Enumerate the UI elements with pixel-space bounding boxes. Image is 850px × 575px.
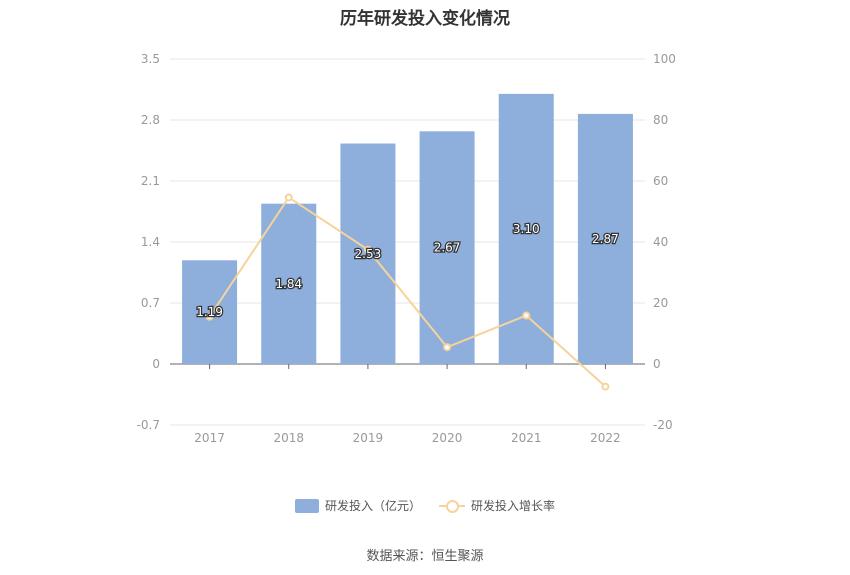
x-tick-label: 2021 [511, 431, 542, 445]
right-tick-label: 0 [653, 357, 661, 371]
right-axis-ticks: 100 80 60 40 20 0 -20 [653, 52, 676, 432]
x-axis-ticks: 2017 2018 2019 2020 2021 2022 [194, 364, 621, 445]
growth-line-series [205, 193, 610, 391]
right-tick-label: -20 [653, 418, 673, 432]
legend-item-rd-investment[interactable]: 研发投入（亿元） [294, 497, 421, 514]
growth-point [443, 343, 452, 352]
bar-data-label: 2.87 [592, 232, 619, 246]
left-tick-label: 3.5 [141, 52, 160, 66]
bar-data-label: 3.10 [513, 222, 540, 236]
growth-point [205, 312, 214, 321]
x-tick-label: 2022 [590, 431, 621, 445]
growth-point [363, 245, 372, 254]
legend-item-growth-rate[interactable]: 研发投入增长率 [439, 497, 555, 514]
left-tick-label: 2.8 [141, 113, 160, 127]
growth-point [522, 311, 531, 320]
right-tick-label: 20 [653, 296, 668, 310]
chart-title: 历年研发投入变化情况 [340, 9, 510, 29]
bar-data-labels: 1.19 1.84 2.53 2.67 3.10 2.87 [195, 221, 620, 321]
left-tick-label: 0.7 [141, 296, 160, 310]
x-tick-label: 2019 [353, 431, 384, 445]
right-tick-label: 40 [653, 235, 668, 249]
left-tick-label: 0 [152, 357, 160, 371]
legend: 研发投入（亿元） 研发投入增长率 [0, 497, 850, 514]
bar [340, 143, 396, 364]
right-tick-label: 60 [653, 174, 668, 188]
left-axis-ticks: 3.5 2.8 2.1 1.4 0.7 0 -0.7 [137, 52, 160, 432]
growth-line [208, 196, 607, 388]
left-tick-label: -0.7 [137, 418, 160, 432]
bar-data-label: 1.84 [275, 277, 302, 291]
growth-point [601, 382, 610, 391]
gridlines [170, 58, 645, 426]
bar-series [182, 93, 633, 365]
legend-label-growth-rate: 研发投入增长率 [471, 499, 556, 513]
bar-data-label: 2.53 [355, 247, 382, 261]
legend-line-swatch [439, 499, 465, 513]
chart-plot: 3.5 2.8 2.1 1.4 0.7 0 -0.7 100 80 60 40 20 0 -20 201… [137, 52, 676, 445]
bar [577, 113, 633, 365]
bar-data-label: 1.19 [196, 305, 223, 319]
data-source: 数据来源：恒生聚源 [366, 549, 484, 564]
bar-data-label: 2.67 [434, 241, 461, 255]
x-tick-label: 2017 [194, 431, 225, 445]
left-tick-label: 1.4 [141, 235, 160, 249]
legend-bar-swatch [294, 498, 319, 513]
x-tick-label: 2018 [273, 431, 304, 445]
bar [182, 260, 238, 364]
right-tick-label: 80 [653, 113, 668, 127]
left-tick-label: 2.1 [141, 174, 160, 188]
legend-label-rd-investment: 研发投入（亿元） [324, 499, 421, 513]
right-tick-label: 100 [653, 52, 676, 66]
bar [261, 203, 317, 364]
x-tick-label: 2020 [432, 431, 463, 445]
growth-point [284, 193, 293, 202]
